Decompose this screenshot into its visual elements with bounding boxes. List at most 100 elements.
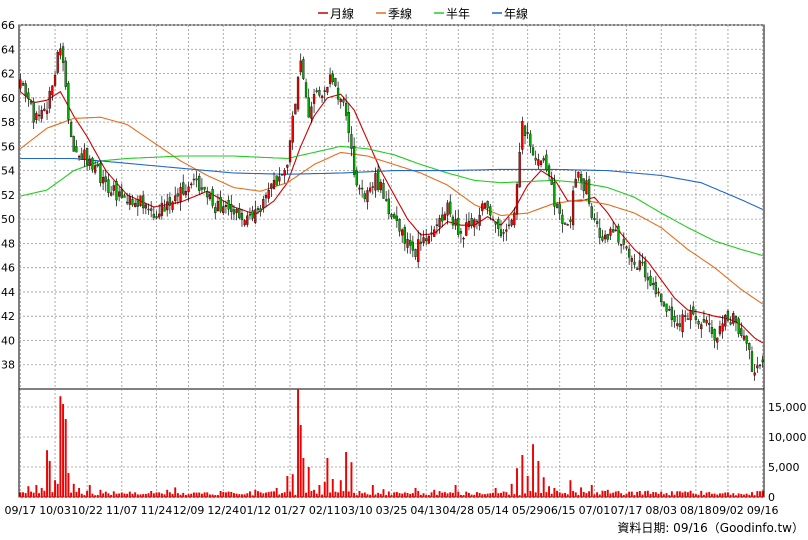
volume-bar	[473, 494, 476, 497]
candle-body	[577, 171, 580, 178]
candle-body	[61, 46, 65, 63]
volume-bar	[633, 495, 636, 497]
volume-bar	[697, 494, 700, 497]
volume-bar	[174, 487, 177, 497]
volume-bar	[556, 490, 559, 497]
candle-body	[179, 187, 182, 202]
volume-bar	[267, 492, 270, 497]
volume-bar	[537, 461, 540, 497]
volume-bar	[24, 493, 27, 497]
candle-body	[486, 201, 489, 209]
candle-body	[668, 309, 671, 311]
volume-bar	[62, 404, 65, 497]
candle-body	[398, 218, 401, 232]
date-tick: 01/27	[274, 504, 306, 517]
volume-bar	[176, 493, 179, 497]
candle-body	[67, 82, 70, 120]
volume-bar	[222, 491, 225, 497]
candle-body	[112, 185, 115, 191]
candle-body	[163, 206, 166, 212]
volume-bar	[206, 492, 209, 497]
candle-body	[160, 202, 163, 216]
candle-body	[29, 101, 33, 104]
volume-bar	[542, 477, 545, 497]
volume-bar	[737, 493, 740, 497]
candle-body	[742, 335, 746, 340]
volume-bar	[56, 483, 59, 497]
volume-bar	[64, 419, 67, 497]
candle-body	[286, 164, 289, 168]
candle-body	[558, 203, 561, 214]
volume-bar	[166, 489, 169, 497]
candle-body	[449, 201, 452, 215]
volume-bar	[275, 488, 278, 497]
volume-bar	[305, 492, 308, 497]
candle-body	[59, 48, 62, 56]
volume-bar	[689, 490, 692, 497]
volume-bar	[147, 493, 150, 497]
candle-body	[443, 213, 447, 221]
candle-body	[117, 191, 121, 197]
candle-body	[414, 249, 417, 257]
candle-body	[264, 194, 268, 199]
candle-body	[72, 136, 75, 152]
volume-bar	[182, 492, 185, 497]
volume-bar	[427, 495, 430, 497]
candle-body	[262, 199, 265, 209]
volume-bar	[230, 491, 233, 497]
candle-body	[705, 319, 708, 324]
volume-bar	[294, 494, 297, 497]
candle-body	[523, 125, 527, 137]
volume-bar	[532, 444, 534, 497]
candle-body	[689, 310, 692, 321]
volume-bar	[508, 494, 510, 497]
candle-body	[587, 179, 591, 204]
volume-bar	[524, 493, 526, 497]
volume-bar	[662, 494, 665, 497]
volume-bar	[588, 491, 591, 497]
volume-bar	[454, 485, 457, 497]
candle-body	[697, 320, 700, 325]
legend-label-4: 年線	[504, 6, 528, 21]
volume-bar	[144, 493, 147, 497]
volume-bar	[729, 494, 732, 497]
volume-bar	[289, 491, 291, 497]
date-tick: 12/09	[173, 504, 205, 517]
volume-bar	[249, 491, 251, 497]
candle-body	[251, 210, 254, 219]
volume-bar	[561, 493, 564, 497]
volume-bar	[505, 492, 508, 497]
candle-body	[128, 196, 131, 205]
date-tick: 10/03	[39, 504, 71, 517]
volume-bar	[385, 495, 388, 497]
date-tick: 09/17	[4, 504, 36, 517]
candle-body	[312, 94, 316, 104]
candle-body	[748, 343, 751, 350]
candle-body	[48, 90, 51, 109]
volume-bar	[361, 493, 364, 497]
candle-body	[713, 328, 716, 341]
candle-body	[256, 208, 260, 211]
candle-body	[718, 326, 722, 335]
volume-bar	[99, 489, 102, 497]
volume-bar	[395, 491, 398, 497]
candle-body	[630, 257, 633, 262]
volume-bar	[564, 492, 567, 497]
volume-bar	[83, 495, 86, 497]
candle-body	[371, 186, 374, 188]
volume-bar	[625, 493, 628, 497]
candle-body	[507, 224, 511, 227]
volume-bar	[75, 491, 78, 497]
volume-bar	[657, 493, 660, 497]
volume-bar	[262, 493, 265, 497]
volume-bar	[107, 493, 110, 497]
volume-bar	[115, 493, 118, 497]
volume-bar	[160, 493, 163, 497]
volume-y-tick: 10,000	[768, 431, 807, 444]
volume-bar	[497, 493, 500, 497]
volume-bar	[710, 493, 713, 497]
volume-bar	[652, 492, 655, 497]
candle-body	[409, 240, 412, 246]
volume-bar	[438, 491, 441, 497]
volume-bar	[214, 495, 217, 497]
